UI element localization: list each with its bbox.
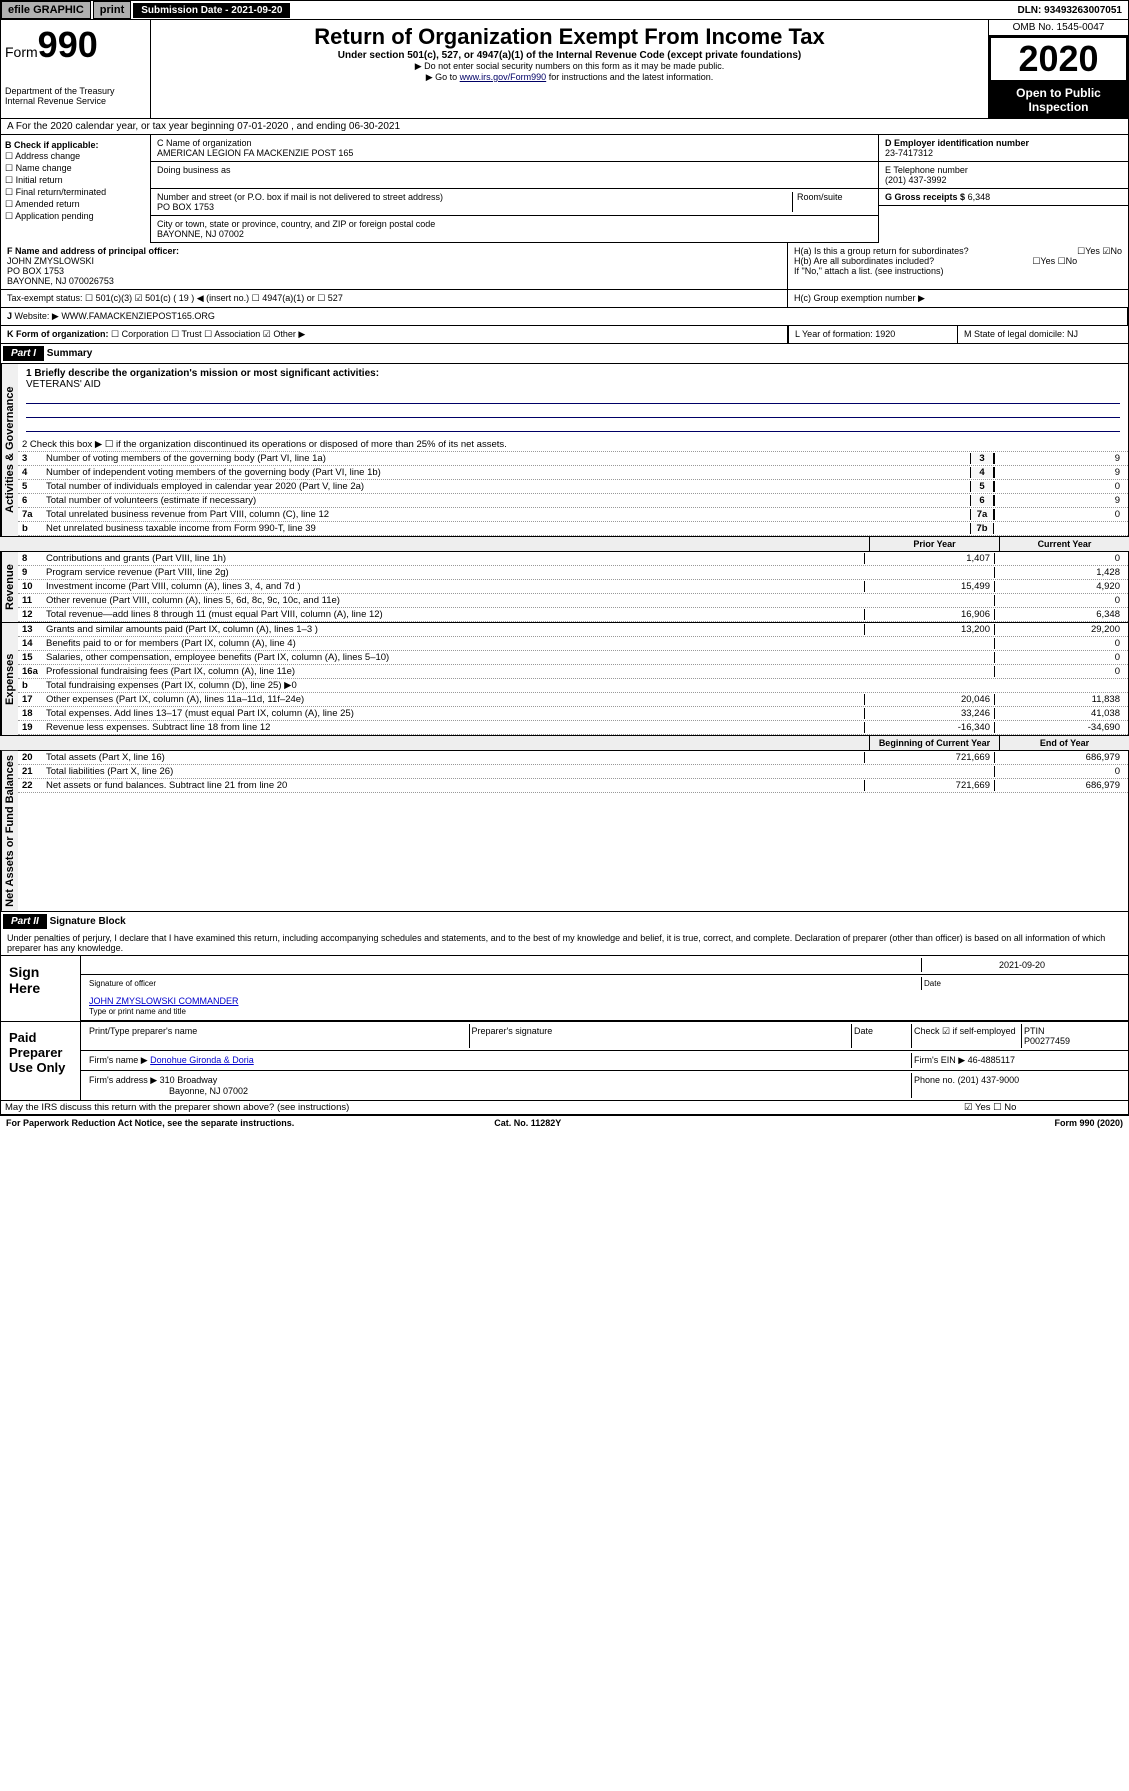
val-7a: 0: [994, 509, 1124, 520]
officer-name-link[interactable]: JOHN ZMYSLOWSKI COMMANDER: [89, 996, 239, 1006]
tax-year-row: A For the 2020 calendar year, or tax yea…: [0, 119, 1129, 135]
vtab-expenses: Expenses: [1, 623, 18, 735]
subtitle-1: Under section 501(c), 527, or 4947(a)(1)…: [159, 50, 980, 61]
dln: DLN: 93493263007051: [1011, 3, 1128, 18]
sign-here: Sign Here: [1, 956, 81, 1021]
firm-addr: 310 Broadway: [160, 1075, 218, 1085]
sig-block-title: Signature Block: [50, 916, 126, 927]
paperwork-notice: For Paperwork Reduction Act Notice, see …: [6, 1118, 294, 1128]
form-title: Return of Organization Exempt From Incom…: [159, 24, 980, 50]
tax-status-row: Tax-exempt status: ☐ 501(c)(3) ☑ 501(c) …: [0, 290, 1129, 308]
dept-label: Department of the Treasury Internal Reve…: [5, 86, 146, 106]
mission-text: VETERANS' AID: [26, 379, 1120, 390]
top-toolbar: efile GRAPHIC print Submission Date - 20…: [0, 0, 1129, 20]
sig-date: 2021-09-20: [922, 958, 1122, 972]
orgname: AMERICAN LEGION FA MACKENZIE POST 165: [157, 148, 872, 158]
form-label: Form: [5, 44, 38, 60]
gross: 6,348: [968, 192, 991, 202]
val-6: 9: [994, 495, 1124, 506]
form-footer: Form 990 (2020): [1054, 1118, 1123, 1128]
tax-year: 2020: [989, 36, 1128, 82]
q2: 2 Check this box ▶ ☐ if the organization…: [22, 439, 1124, 450]
vtab-netassets: Net Assets or Fund Balances: [1, 751, 18, 911]
hc-label: H(c) Group exemption number ▶: [788, 290, 1128, 307]
year-formation: L Year of formation: 1920: [788, 326, 958, 343]
entity-block: B Check if applicable: ☐ Address change …: [0, 135, 1129, 243]
chk-initial[interactable]: ☐ Initial return: [5, 175, 146, 186]
q1: 1 Briefly describe the organization's mi…: [26, 368, 379, 379]
efile-button[interactable]: efile GRAPHIC: [1, 1, 91, 19]
website-row: J Website: ▶ WWW.FAMACKENZIEPOST165.ORG: [0, 308, 1129, 326]
street-label: Number and street (or P.O. box if mail i…: [157, 192, 792, 202]
gross-label: G Gross receipts $: [885, 192, 965, 202]
firm-city: Bayonne, NJ 07002: [169, 1086, 248, 1096]
end-year-hdr: End of Year: [999, 736, 1129, 750]
room-label: Room/suite: [792, 192, 872, 212]
city-label: City or town, state or province, country…: [157, 219, 872, 229]
summary-title: Summary: [47, 348, 93, 359]
website: WWW.FAMACKENZIEPOST165.ORG: [61, 311, 215, 321]
city: BAYONNE, NJ 07002: [157, 229, 872, 239]
omb-number: OMB No. 1545-0047: [989, 20, 1128, 36]
chk-name[interactable]: ☐ Name change: [5, 163, 146, 174]
phone-label: E Telephone number: [885, 165, 1122, 175]
officer-label: F Name and address of principal officer:: [7, 246, 179, 256]
print-button[interactable]: print: [93, 1, 131, 19]
form-header: Form990 Department of the Treasury Inter…: [0, 20, 1129, 119]
ha-label: H(a) Is this a group return for subordin…: [794, 246, 969, 256]
current-year-hdr: Current Year: [999, 537, 1129, 551]
phone: (201) 437-3992: [885, 175, 1122, 185]
part2-header: Part II: [3, 914, 47, 929]
chk-pending[interactable]: ☐ Application pending: [5, 211, 146, 222]
officer-row: F Name and address of principal officer:…: [0, 243, 1129, 290]
ein: 23-7417312: [885, 148, 1122, 158]
check-b-title: B Check if applicable:: [5, 140, 146, 150]
prior-year-hdr: Prior Year: [869, 537, 999, 551]
website-label: Website: ▶: [15, 311, 59, 321]
firm-ein: 46-4885117: [968, 1055, 1015, 1065]
ptin: P00277459: [1024, 1036, 1070, 1046]
dba-label: Doing business as: [157, 165, 872, 175]
vtab-governance: Activities & Governance: [1, 364, 18, 536]
hb-note: If "No," attach a list. (see instruction…: [794, 266, 1122, 276]
orgname-label: C Name of organization: [157, 138, 872, 148]
korg-row: K Form of organization: ☐ Corporation ☐ …: [0, 326, 1129, 344]
form-number: 990: [38, 24, 98, 65]
cat-no: Cat. No. 11282Y: [494, 1118, 561, 1128]
street: PO BOX 1753: [157, 202, 792, 212]
ein-label: D Employer identification number: [885, 138, 1122, 148]
beg-year-hdr: Beginning of Current Year: [869, 736, 999, 750]
discuss-text: May the IRS discuss this return with the…: [5, 1102, 964, 1113]
state-domicile: M State of legal domicile: NJ: [958, 326, 1128, 343]
firm-name-link[interactable]: Donohue Gironda & Doria: [150, 1055, 254, 1065]
officer: JOHN ZMYSLOWSKI PO BOX 1753 BAYONNE, NJ …: [7, 256, 781, 286]
hb-label: H(b) Are all subordinates included?: [794, 256, 934, 266]
chk-final[interactable]: ☐ Final return/terminated: [5, 187, 146, 198]
subtitle-2: ▶ Do not enter social security numbers o…: [159, 61, 980, 72]
irs-link[interactable]: www.irs.gov/Form990: [460, 72, 547, 82]
part1-header: Part I: [3, 346, 44, 361]
chk-amended[interactable]: ☐ Amended return: [5, 199, 146, 210]
submission-date: Submission Date - 2021-09-20: [133, 3, 290, 18]
perjury-text: Under penalties of perjury, I declare th…: [1, 931, 1128, 955]
paid-preparer: Paid Preparer Use Only: [1, 1022, 81, 1100]
val-4: 9: [994, 467, 1124, 478]
tax-status-label: Tax-exempt status:: [7, 293, 83, 303]
vtab-revenue: Revenue: [1, 552, 18, 622]
val-5: 0: [994, 481, 1124, 492]
firm-phone: (201) 437-9000: [958, 1075, 1020, 1085]
val-3: 9: [994, 453, 1124, 464]
chk-address[interactable]: ☐ Address change: [5, 151, 146, 162]
open-inspection: Open to Public Inspection: [989, 82, 1128, 118]
